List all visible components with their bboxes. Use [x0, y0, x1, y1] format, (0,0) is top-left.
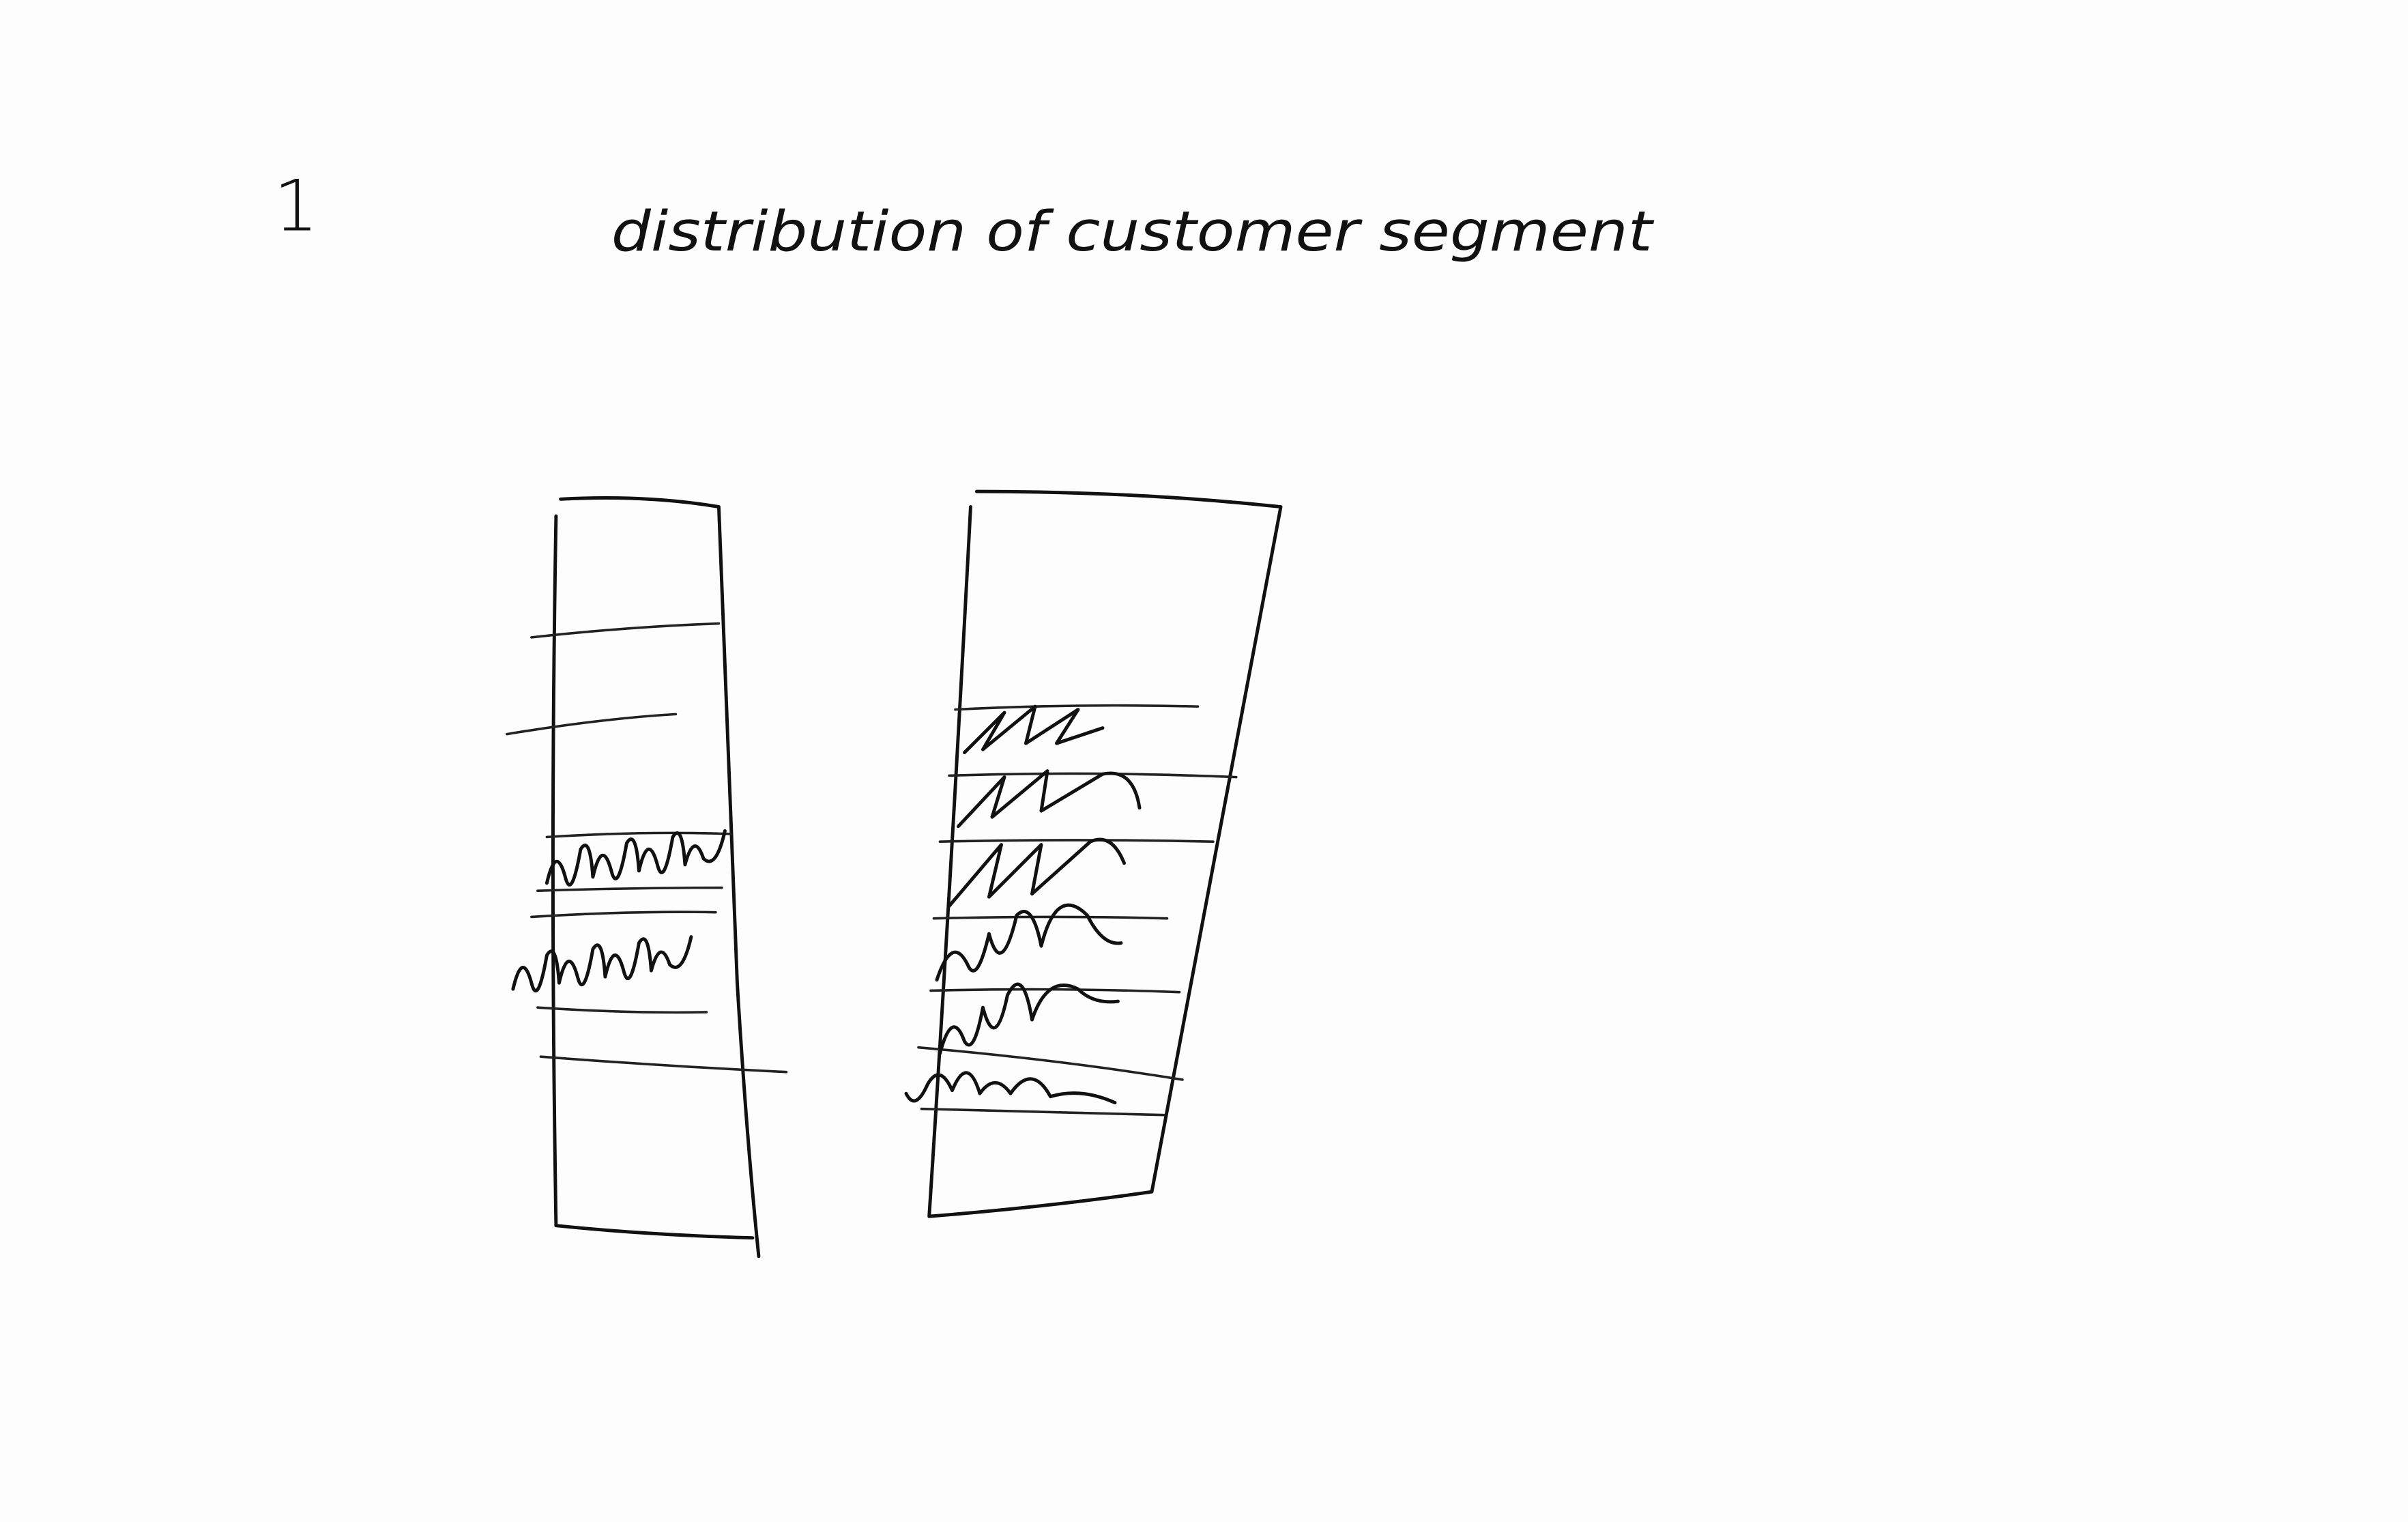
scribble	[956, 769, 1142, 829]
right-column-sketch	[904, 489, 1283, 1218]
divider	[948, 772, 1238, 779]
scribble	[935, 903, 1123, 982]
divider	[536, 1006, 708, 1014]
divider	[530, 622, 721, 639]
divider	[530, 910, 717, 919]
divider	[506, 713, 678, 736]
column-outline	[927, 489, 1283, 1218]
divider	[932, 915, 1169, 920]
divider	[920, 1107, 1165, 1117]
scribble	[947, 837, 1126, 908]
scribble	[511, 935, 693, 993]
page-number: 1	[274, 166, 319, 248]
left-column-sketch	[506, 496, 788, 1259]
scribble	[904, 1071, 1117, 1105]
sketch-title: distribution of customer segment	[611, 200, 1655, 264]
scribble	[962, 704, 1105, 755]
divider	[929, 988, 1181, 994]
divider	[954, 704, 1200, 711]
divider	[938, 839, 1215, 843]
divider	[917, 1046, 1184, 1081]
divider	[539, 1055, 788, 1074]
scribble	[545, 829, 727, 887]
divider	[545, 831, 733, 839]
column-outline	[559, 496, 761, 1259]
scribble	[938, 982, 1120, 1056]
column-outline	[551, 514, 755, 1240]
divider	[536, 886, 723, 892]
